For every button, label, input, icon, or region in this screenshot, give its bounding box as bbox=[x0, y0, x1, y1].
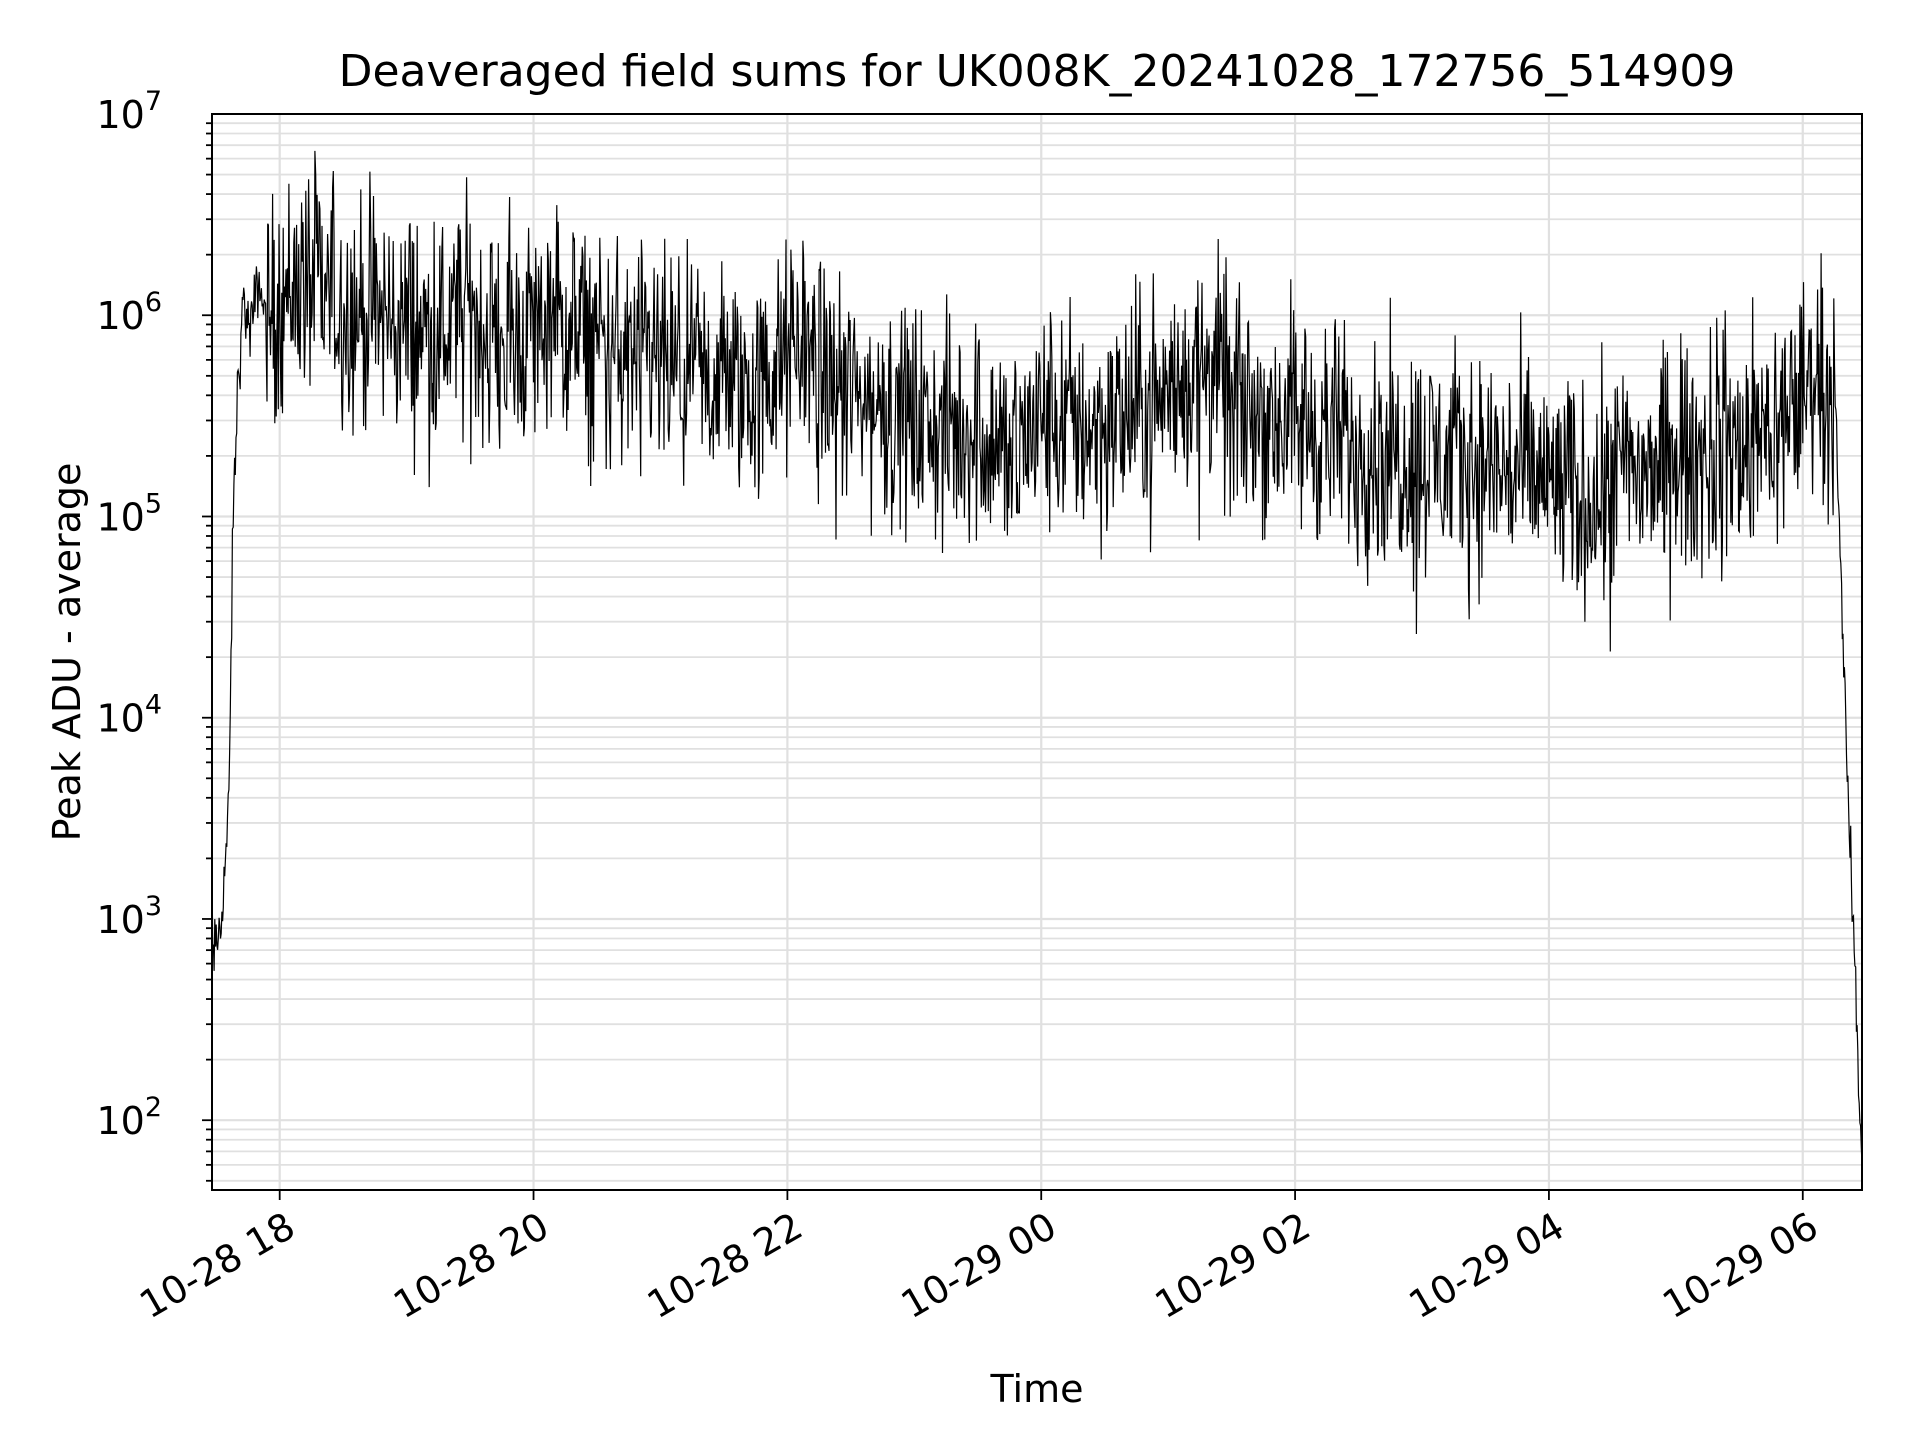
y-tick-label: 107 bbox=[96, 86, 162, 137]
y-tick-label: 105 bbox=[96, 488, 162, 539]
series-line bbox=[211, 150, 1863, 1165]
y-tick-label: 106 bbox=[96, 287, 162, 338]
grid bbox=[212, 114, 1862, 1190]
chart-title: Deaveraged field sums for UK008K_2024102… bbox=[339, 46, 1736, 97]
plot-frame bbox=[211, 113, 1863, 1191]
y-tick-label: 104 bbox=[96, 690, 162, 741]
series-line-layer bbox=[211, 150, 1863, 1165]
y-axis-label: Peak ADU - average bbox=[45, 463, 89, 842]
y-tick-label: 102 bbox=[96, 1092, 162, 1143]
x-axis-label: Time bbox=[990, 1367, 1084, 1411]
y-tick-label: 103 bbox=[96, 891, 162, 942]
